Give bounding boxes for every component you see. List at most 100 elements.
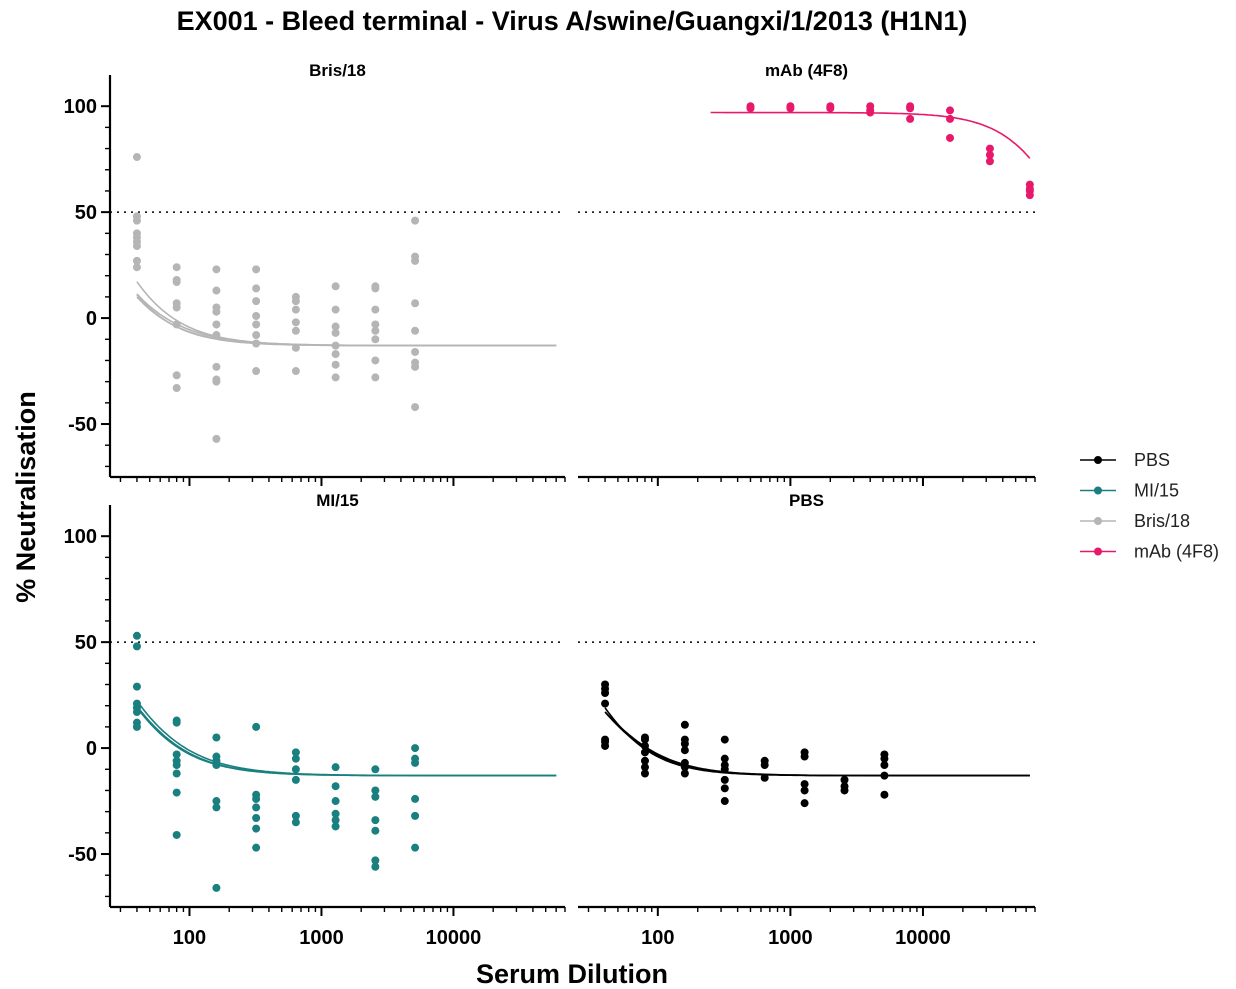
data-point: [252, 311, 261, 320]
data-point: [680, 746, 689, 755]
fit-curve: [710, 111, 1031, 159]
fit-curve: [604, 707, 1030, 777]
facet-title: PBS: [789, 491, 824, 510]
data-point: [331, 341, 340, 350]
data-point: [132, 642, 141, 651]
data-point: [880, 761, 889, 770]
x-tick-label: 100: [641, 927, 674, 949]
data-point: [172, 371, 181, 380]
data-point: [212, 803, 221, 812]
data-point: [411, 403, 420, 412]
fit-curve: [604, 711, 1030, 777]
data-point: [411, 362, 420, 371]
data-point: [946, 133, 955, 142]
data-point: [371, 305, 380, 314]
data-point: [252, 297, 261, 306]
data-point: [640, 735, 649, 744]
data-point: [411, 256, 420, 265]
data-point: [331, 822, 340, 831]
data-point: [800, 780, 809, 789]
data-point: [411, 758, 420, 767]
data-point: [371, 326, 380, 335]
data-point: [212, 307, 221, 316]
data-point: [371, 862, 380, 871]
y-tick-label: -50: [68, 844, 97, 866]
data-point: [946, 114, 955, 123]
legend-label: Bris/18: [1134, 511, 1190, 531]
data-point: [212, 320, 221, 329]
data-point: [946, 106, 955, 115]
data-point: [291, 765, 300, 774]
data-point: [371, 284, 380, 293]
legend-label: mAb (4F8): [1134, 542, 1219, 562]
data-point: [172, 788, 181, 797]
data-point: [172, 769, 181, 778]
data-point: [331, 350, 340, 359]
data-point: [212, 265, 221, 274]
x-tick-label: 10000: [895, 927, 951, 949]
data-point: [331, 305, 340, 314]
data-point: [411, 843, 420, 852]
facet-panel: Bris/18 100 50 0 -50: [64, 61, 566, 486]
data-point: [411, 744, 420, 753]
data-point: [172, 750, 181, 759]
data-point: [331, 763, 340, 772]
data-point: [132, 216, 141, 225]
legend-marker: [1094, 517, 1102, 525]
data-point: [291, 748, 300, 757]
data-point: [880, 754, 889, 763]
fit-curve: [136, 296, 557, 347]
data-point: [132, 256, 141, 265]
data-point: [985, 157, 994, 166]
data-point: [252, 722, 261, 731]
data-point: [212, 761, 221, 770]
data-point: [212, 377, 221, 386]
data-point: [800, 799, 809, 808]
data-point: [132, 631, 141, 640]
data-point: [331, 797, 340, 806]
x-axis-title: Serum Dilution: [476, 959, 668, 989]
data-point: [680, 720, 689, 729]
data-point: [371, 826, 380, 835]
data-point: [132, 153, 141, 162]
y-tick-label: 50: [75, 202, 97, 224]
data-point: [172, 830, 181, 839]
fit-curve: [136, 293, 557, 347]
data-point: [640, 763, 649, 772]
facet-title: MI/15: [316, 491, 359, 510]
fit-curve: [136, 281, 557, 347]
data-point: [906, 104, 915, 113]
data-point: [1025, 191, 1034, 200]
fit-curve: [604, 711, 1030, 777]
facet-panel: mAb (4F8): [578, 61, 1036, 486]
data-point: [172, 384, 181, 393]
data-point: [880, 790, 889, 799]
data-point: [906, 114, 915, 123]
y-axis-title: % Neutralisation: [11, 391, 41, 603]
fit-curve: [136, 294, 557, 347]
data-point: [212, 434, 221, 443]
data-point: [212, 883, 221, 892]
data-point: [331, 328, 340, 337]
data-point: [252, 339, 261, 348]
data-point: [212, 797, 221, 806]
data-point: [601, 688, 610, 697]
legend-marker: [1094, 456, 1102, 464]
data-point: [640, 756, 649, 765]
data-point: [371, 320, 380, 329]
data-point: [680, 763, 689, 772]
facet-title: mAb (4F8): [765, 61, 848, 80]
data-point: [212, 733, 221, 742]
data-point: [411, 347, 420, 356]
data-point: [252, 814, 261, 823]
y-tick-label: -50: [68, 414, 97, 436]
data-point: [291, 297, 300, 306]
data-point: [371, 765, 380, 774]
data-point: [800, 752, 809, 761]
y-tick-label: 0: [86, 308, 97, 330]
data-point: [252, 367, 261, 376]
data-point: [411, 326, 420, 335]
facet-panel: MI/15 100 1000 10000 100 50 0 -50: [64, 491, 566, 949]
data-point: [132, 263, 141, 272]
